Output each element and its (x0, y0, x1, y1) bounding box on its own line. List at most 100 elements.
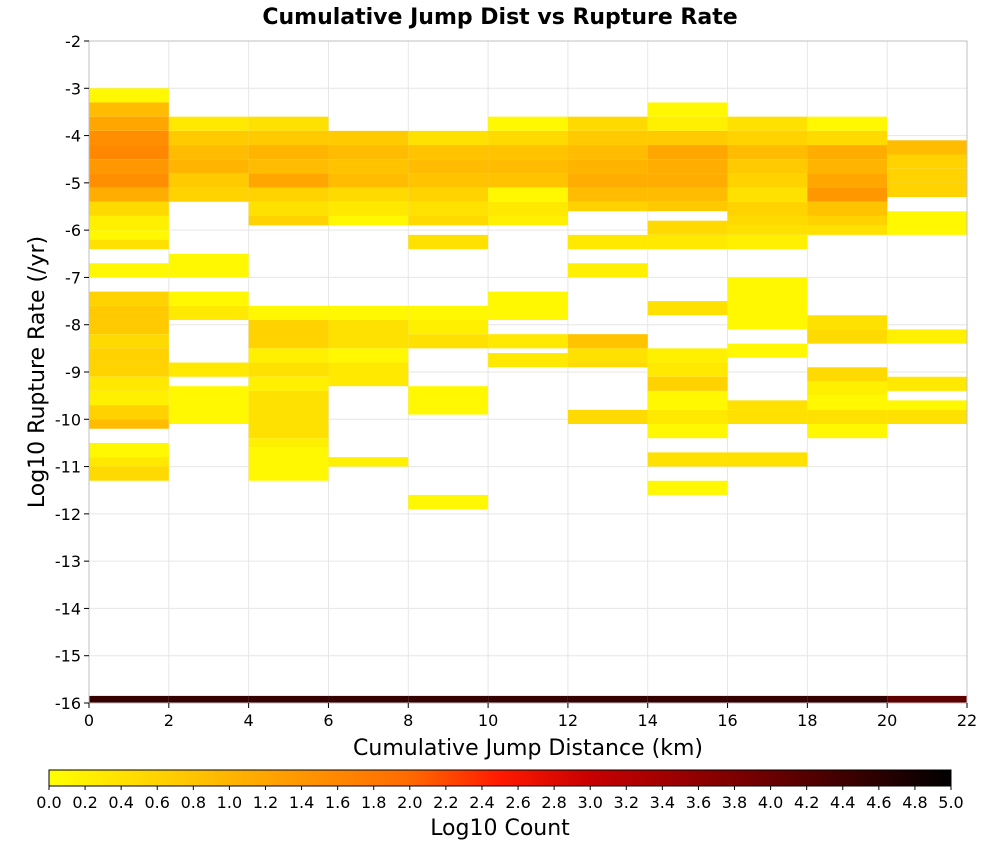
y-tick-label: -15 (55, 647, 81, 666)
heatmap-cell (248, 348, 329, 363)
colorbar-ticks: 0.0 0.2 0.4 0.6 0.8 1.0 1.2 1.4 1.6 1.8 2.0 2.2 2.4 2… (36, 786, 964, 812)
heatmap-cell (328, 159, 409, 174)
heatmap-cell (807, 201, 888, 216)
heatmap-cell (89, 145, 169, 160)
heatmap-cell (567, 348, 648, 363)
heatmap-cell (328, 348, 409, 363)
heatmap-cell (89, 419, 169, 429)
y-tick-label: -7 (65, 268, 81, 287)
heatmap-cell (647, 362, 728, 377)
heatmap-cell (488, 130, 568, 146)
heatmap-cell (887, 329, 967, 344)
heatmap-cell (328, 145, 409, 160)
colorbar-tick-label: 0.8 (181, 793, 206, 812)
colorbar-tick-label: 3.0 (577, 793, 602, 812)
x-tick-label: 20 (877, 711, 897, 730)
heatmap-cell (887, 409, 967, 425)
x-tick-label: 8 (403, 711, 413, 730)
colorbar-tick-label: 4.8 (902, 793, 927, 812)
heatmap-cell (408, 130, 489, 146)
heatmap-cell (89, 130, 169, 146)
y-tick-label: -12 (55, 505, 81, 524)
heatmap-cell (727, 201, 808, 216)
heatmap-cell (248, 187, 329, 202)
heatmap-cell (248, 319, 329, 349)
heatmap-cell (248, 173, 329, 188)
heatmap-cell (488, 159, 568, 174)
colorbar-tick-label: 1.2 (253, 793, 278, 812)
heatmap-cell (807, 173, 888, 188)
y-tick-label: -5 (65, 174, 81, 193)
heatmap-cell (328, 187, 409, 202)
heatmap-cell (408, 145, 489, 160)
heatmap-cell (887, 400, 967, 410)
heatmap-cell (408, 695, 489, 703)
heatmap-cell (89, 442, 169, 458)
heatmap-cell (727, 234, 808, 250)
heatmap-cell (647, 116, 728, 131)
heatmap-cell (887, 695, 967, 703)
y-tick-label: -8 (65, 316, 81, 335)
heatmap-cell (168, 116, 249, 131)
heatmap-cell (488, 353, 568, 368)
colorbar-tick-label: 1.0 (217, 793, 242, 812)
heatmap-cell (647, 102, 728, 117)
heatmap-cell (727, 343, 808, 358)
heatmap-cell (248, 130, 329, 146)
colorbar-tick-label: 2.0 (397, 793, 422, 812)
heatmap-cell (647, 301, 728, 316)
heatmap-cell (567, 201, 648, 212)
heatmap-cell (89, 201, 169, 216)
colorbar-tick-label: 5.0 (938, 793, 963, 812)
x-tick-label: 12 (558, 711, 578, 730)
heatmap-cell (89, 187, 169, 202)
heatmap-cell (807, 395, 888, 410)
heatmap-cell (807, 130, 888, 146)
heatmap-cell (807, 145, 888, 160)
heatmap-cell (647, 348, 728, 363)
x-tick-label: 18 (797, 711, 817, 730)
heatmap-cell (168, 291, 249, 306)
heatmap-cell (248, 305, 329, 320)
heatmap-cell (328, 305, 409, 320)
y-tick-label: -11 (55, 458, 81, 477)
heatmap-cell (328, 215, 409, 226)
heatmap-cell (727, 225, 808, 235)
colorbar-tick-label: 4.6 (866, 793, 891, 812)
heatmap-cell (408, 319, 489, 335)
x-tick-label: 0 (84, 711, 94, 730)
heatmap-cell (408, 173, 489, 188)
heatmap-cell (328, 362, 409, 387)
heatmap-cell (89, 116, 169, 131)
heatmap-cell (567, 187, 648, 202)
y-axis-label: Log10 Rupture Rate (/yr) (25, 236, 50, 508)
y-tick-label: -6 (65, 221, 81, 240)
colorbar-tick-label: 4.4 (830, 793, 855, 812)
heatmap-cell (89, 173, 169, 188)
heatmap-cell (647, 145, 728, 160)
heatmap-cell (647, 424, 728, 439)
heatmap-cell (567, 145, 648, 160)
heatmap-cell (408, 187, 489, 202)
heatmap-cell (807, 225, 888, 235)
colorbar-tick-label: 2.2 (433, 793, 458, 812)
heatmap-cell (887, 376, 967, 391)
heatmap-cell (408, 215, 489, 226)
colorbar-tick-label: 0.2 (72, 793, 97, 812)
heatmap-cell (807, 695, 888, 703)
x-tick-label: 14 (638, 711, 658, 730)
heatmap-cell (727, 159, 808, 174)
heatmap-cell (328, 695, 409, 703)
x-tick-label: 16 (717, 711, 737, 730)
colorbar-tick-label: 0.4 (108, 793, 133, 812)
heatmap-cell (89, 159, 169, 174)
heatmap-cell (89, 348, 169, 363)
heatmap-cell (567, 234, 648, 250)
heatmap-cell (807, 409, 888, 425)
heatmap-cell (488, 291, 568, 320)
heatmap-cell (89, 239, 169, 250)
heatmap-cell (727, 116, 808, 131)
colorbar-tick-label: 3.6 (686, 793, 711, 812)
heatmap-cells (89, 88, 967, 703)
heatmap-cell (567, 116, 648, 131)
